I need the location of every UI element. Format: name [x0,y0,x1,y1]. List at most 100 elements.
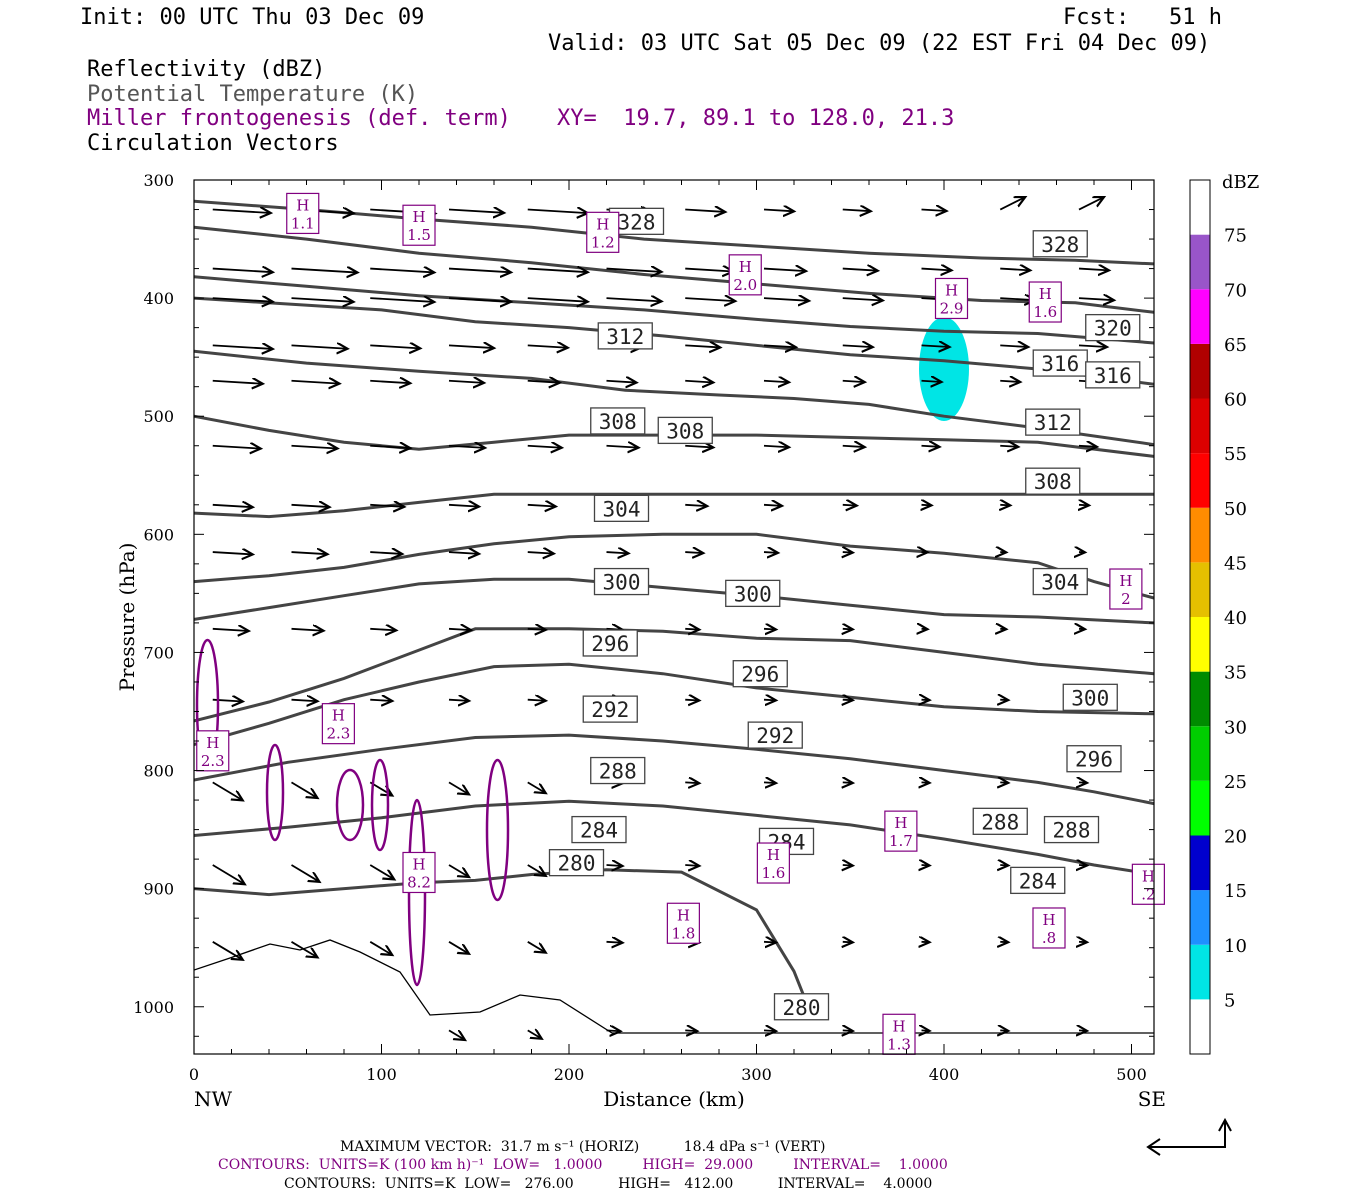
circulation-vector [685,552,703,553]
circulation-vector [843,942,853,943]
circulation-vector [1079,505,1089,506]
isentrope-label-box [1043,815,1100,844]
circulation-vector [527,941,546,953]
isentrope-label: 296 [582,629,638,657]
circulation-vector [212,552,253,554]
isentrope-label-box [1032,349,1088,377]
circulation-vector [527,505,556,507]
isentrope-label-box [1025,408,1081,436]
x-tick-label: 400 [929,1065,960,1084]
frontogenesis-high-box [756,842,790,884]
frontogenesis-high: H1.7 [884,810,918,852]
circulation-vector [685,345,720,347]
isentrope-label-text: 288 [1053,819,1091,843]
circulation-vector [448,700,469,701]
x-right-end-label: SE [1138,1087,1166,1111]
colorbar-segment [1190,617,1210,672]
isentrope-label-box [1010,866,1066,895]
circulation-vector [1078,298,1114,300]
circulation-vector [606,942,623,943]
colorbar-segment [1190,999,1210,1054]
circulation-vector [212,505,253,507]
isentrope-label-text: 292 [591,698,629,722]
frontogenesis-high: H2.0 [728,254,762,296]
frontogenesis-high: H1.1 [286,192,320,235]
y-tick-label: 600 [143,525,174,544]
isentrope-label-text: 284 [580,819,618,843]
isentrope-label-text: 312 [1034,411,1072,435]
circulation-vector [685,629,699,630]
circulation-vector [843,865,853,866]
circulation-vector [448,446,485,448]
circulation-vector [685,446,713,448]
frontogenesis-high-value: 1.7 [889,832,913,850]
circulation-vector [606,269,662,272]
circulation-vector [685,381,713,383]
isentrope-label-box [548,849,605,877]
circulation-vector [921,345,950,347]
circulation-vector [291,298,354,302]
frontogenesis-high-box [884,810,918,852]
colorbar-level-label: 50 [1224,499,1247,520]
circulation-vector [291,629,324,631]
isentrope-label: 292 [747,721,803,749]
frontogenesis-high: H1.6 [1028,281,1062,323]
frontogenesis-high-letter: H [767,846,780,864]
circulation-vector [370,629,396,631]
circulation-vector [212,298,273,302]
frontogenesis-high: H1.5 [402,204,436,246]
isentrope-label: 312 [597,322,653,350]
circulation-vector [843,782,853,783]
colorbar-level-label: 35 [1224,663,1247,684]
frontogenesis-high-letter: H [1142,867,1155,885]
colorbar-level-label: 60 [1224,390,1247,411]
colorbar-level-label: 15 [1224,881,1247,902]
y-axis-label: Pressure (hPa) [115,543,139,692]
circulation-vector [448,298,511,302]
colorbar-level-label: 20 [1224,827,1247,848]
circulation-vector [291,700,318,702]
circulation-vector [370,446,410,448]
frontogenesis-high-box [934,277,969,320]
isentrope-label-box [1085,361,1141,389]
circulation-vector [763,700,776,701]
y-tick-label: 400 [143,289,174,308]
frontogenesis-high-value: 1.1 [291,214,315,232]
isentrope-280 [194,868,805,996]
isentrope-label-text: 328 [1041,233,1079,257]
y-tick-label: 1000 [133,998,174,1017]
circulation-vector [763,269,806,272]
x-tick-label: 300 [741,1065,772,1084]
circulation-vector [922,505,932,506]
frontogenesis-high-value: 1.8 [671,924,695,942]
isentrope-284 [194,799,1154,876]
isentrope-label: 296 [1066,745,1122,773]
frontogenesis-high-letter: H [596,215,609,233]
frontogenesis-high: H2.3 [196,730,230,772]
circulation-vector [527,210,588,214]
circulation-vector [448,505,479,507]
colorbar-level-label: 5 [1224,990,1235,1011]
isentrope-label-box [1066,745,1122,773]
circulation-vector [369,864,394,879]
isentrope-label: 300 [593,567,650,596]
valid-time: Valid: 03 UTC Sat 05 Dec 09 (22 EST Fri … [548,31,1211,56]
isentrope-label: 280 [548,849,605,877]
isentrope-label: 308 [657,416,713,445]
isentrope-label: 316 [1032,349,1088,377]
isentrope-label-text: 312 [606,325,644,349]
circulation-vector [370,552,402,554]
circulation-vector [291,345,348,348]
colorbar-segment [1190,671,1210,727]
frontogenesis-high-letter: H [892,1017,905,1035]
isentrope-label-box [732,660,788,688]
colorbar-level-label: 75 [1224,226,1247,247]
circulation-vector [291,446,338,449]
colorbar-level-label: 65 [1224,335,1247,356]
circulation-vector [370,700,392,701]
colorbar-level-label: 70 [1224,280,1247,301]
circulation-vector [763,942,776,943]
isentrope-312 [194,414,1154,458]
frontogenesis-high-box [402,851,436,894]
isentrope-label: 292 [582,695,638,723]
